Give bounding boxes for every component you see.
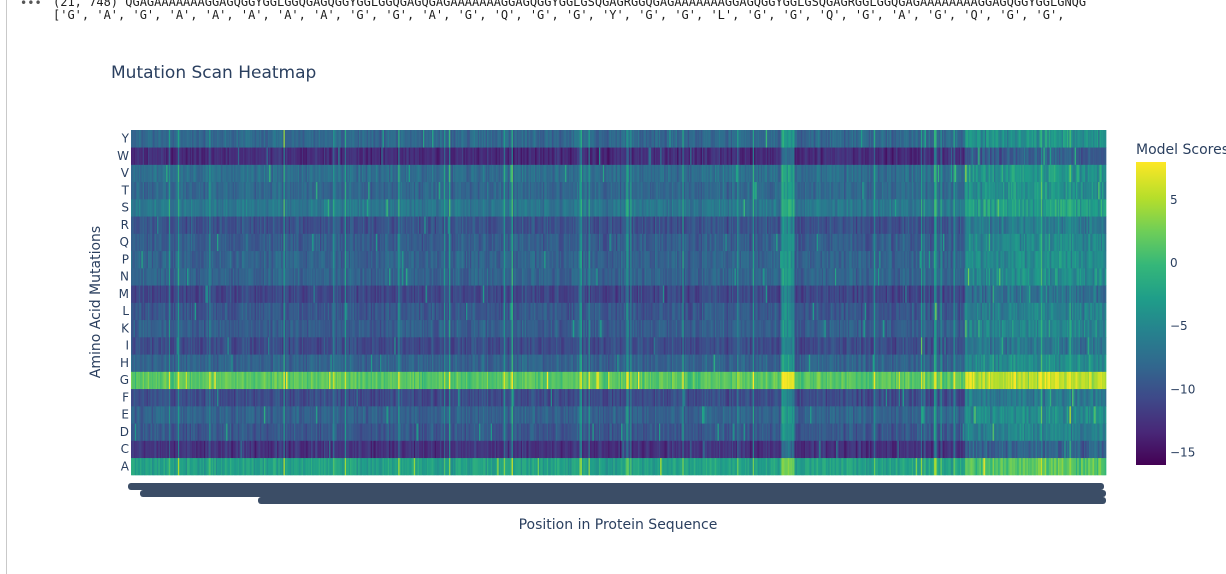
- y-tick-label: D: [120, 425, 129, 439]
- y-tick-label: A: [121, 459, 130, 473]
- heatmap-row-D: [131, 423, 1107, 441]
- x-tick-labels-overlapping: [140, 490, 1106, 497]
- y-tick-label: K: [121, 321, 130, 335]
- heatmap-row-F: [131, 388, 1107, 407]
- heatmap-row-H: [131, 354, 1107, 372]
- y-tick-label: S: [121, 201, 129, 215]
- heatmap-row-W: [131, 147, 1107, 165]
- y-tick-label: G: [120, 373, 129, 387]
- console-output: ••• (21, 748) QGAGAAAAAAAGGAGQGGYGGLGGQG…: [20, 0, 1226, 30]
- colorbar-tick-label: −10: [1170, 382, 1195, 396]
- y-tick-label: F: [122, 390, 129, 404]
- notebook-gutter-rule: [6, 0, 7, 574]
- y-tick-label: Y: [121, 132, 130, 146]
- colorbar: Model Scores 5 0 −5 −10 −15: [1136, 142, 1226, 465]
- x-tick-labels-overlapping: [128, 483, 1104, 490]
- collapse-ellipsis-icon[interactable]: •••: [20, 0, 42, 10]
- heatmap-row-G: [131, 371, 1107, 390]
- colorbar-tick-label: −15: [1170, 445, 1195, 459]
- x-axis-label: Position in Protein Sequence: [519, 517, 718, 533]
- heatmap-row-N: [131, 268, 1107, 286]
- y-tick-label: P: [122, 252, 129, 266]
- heatmap-row-E: [131, 406, 1107, 424]
- heatmap-row-M: [131, 285, 1107, 303]
- y-axis-label: Amino Acid Mutations: [88, 226, 104, 378]
- y-tick-label: I: [125, 339, 129, 353]
- x-axis-ticks: [128, 483, 1106, 504]
- heatmap-row-P: [131, 250, 1107, 269]
- heatmap-row-T: [131, 181, 1107, 200]
- y-tick-label: H: [120, 356, 129, 370]
- heatmap-row-I: [131, 337, 1107, 355]
- heatmap-row-Q: [131, 233, 1107, 252]
- y-tick-label: L: [122, 304, 129, 318]
- y-tick-label: N: [120, 270, 129, 284]
- y-tick-label: Q: [120, 235, 129, 249]
- heatmap-cells[interactable]: [131, 130, 1107, 476]
- y-tick-label: W: [117, 149, 129, 163]
- colorbar-ticks: 5 0 −5 −10 −15: [1170, 193, 1195, 460]
- y-tick-label: V: [121, 166, 130, 180]
- y-tick-label: M: [119, 287, 129, 301]
- colorbar-title: Model Scores: [1136, 142, 1226, 158]
- heatmap-row-A: [131, 457, 1107, 476]
- console-line-shape: (21, 748) QGAGAAAAAAAGGAGQGGYGGLGGQGAGQG…: [53, 0, 1087, 9]
- colorbar-tick-label: −5: [1170, 319, 1188, 333]
- chart-title: Mutation Scan Heatmap: [111, 63, 317, 83]
- heatmap-row-R: [131, 216, 1107, 234]
- colorbar-gradient: [1136, 162, 1166, 465]
- x-tick-labels-overlapping: [258, 497, 1106, 504]
- y-tick-label: C: [121, 442, 129, 456]
- colorbar-tick-label: 5: [1170, 193, 1178, 207]
- colorbar-tick-label: 0: [1170, 256, 1178, 270]
- heatmap-row-L: [131, 302, 1107, 321]
- console-line-sequence: ['G', 'A', 'G', 'A', 'A', 'A', 'A', 'A',…: [53, 8, 1065, 22]
- heatmap-row-C: [131, 440, 1107, 459]
- y-tick-label: T: [121, 183, 130, 197]
- y-tick-label: E: [121, 408, 129, 422]
- heatmap-row-V: [131, 164, 1107, 183]
- heatmap-row-S: [131, 199, 1107, 217]
- heatmap-row-Y: [131, 130, 1107, 148]
- heatmap-row-K: [131, 319, 1107, 338]
- y-tick-label: R: [121, 218, 129, 232]
